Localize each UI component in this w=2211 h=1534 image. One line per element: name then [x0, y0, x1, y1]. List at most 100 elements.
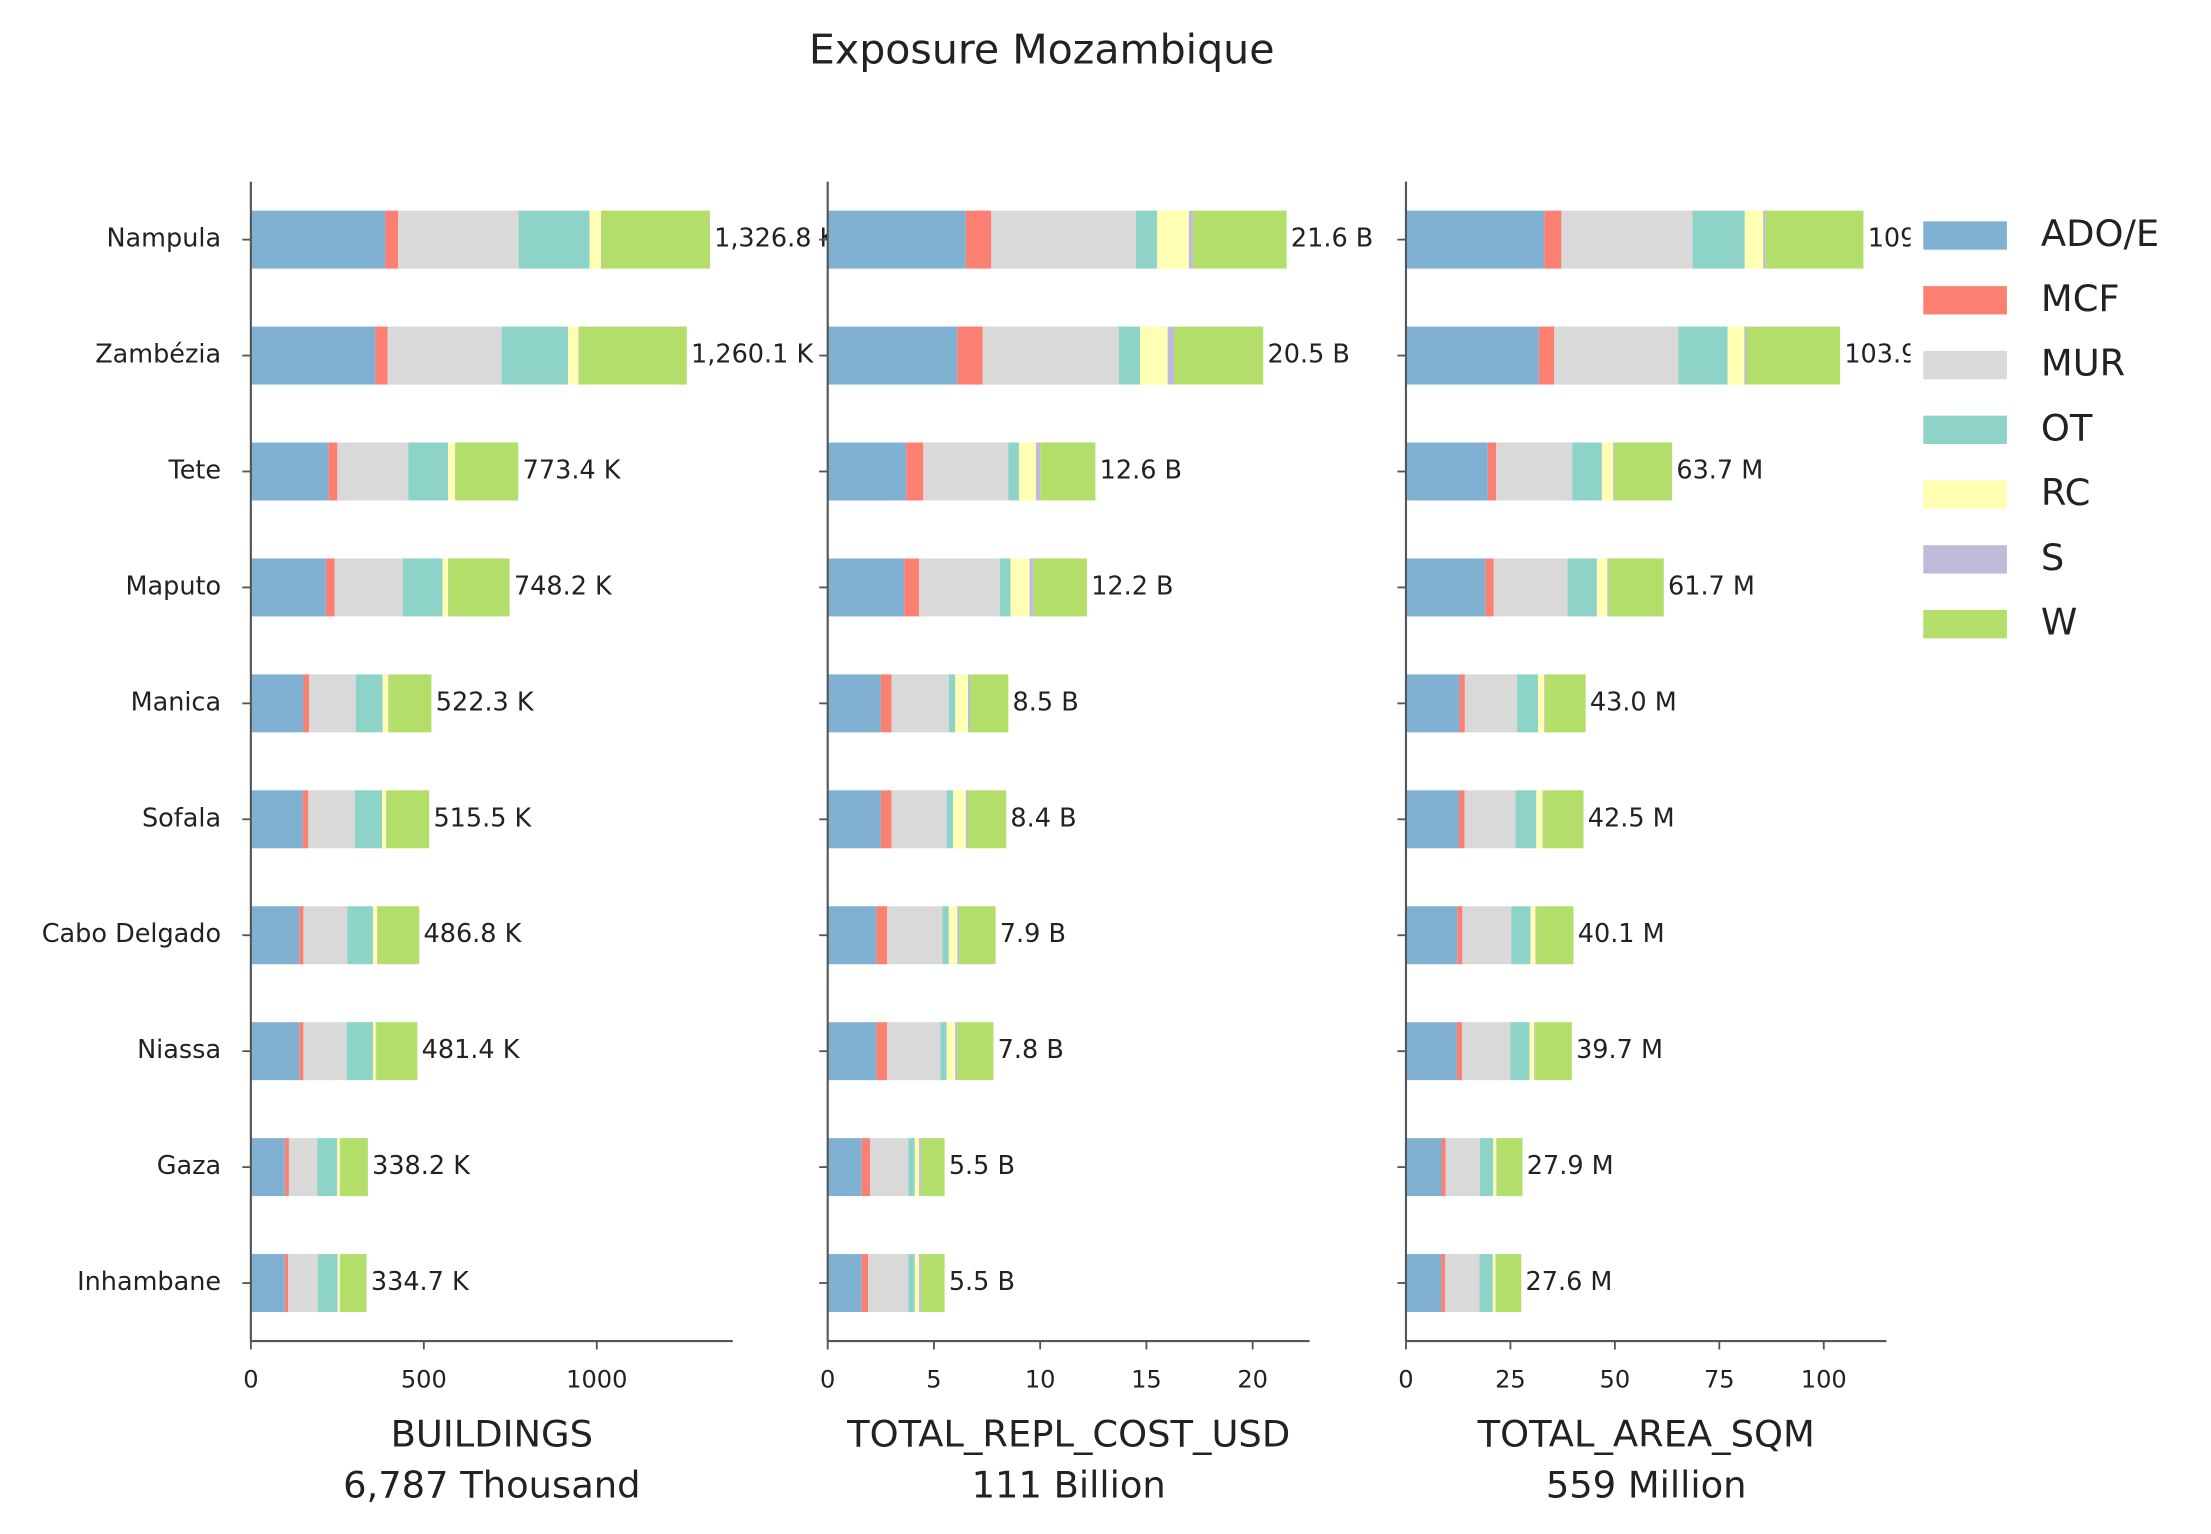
bar-segment: [501, 326, 569, 385]
bar-segment: [1493, 1138, 1497, 1197]
bar-segment: [1405, 558, 1486, 617]
total-label: 8.4 B: [1010, 803, 1076, 833]
bar-segment: [1140, 326, 1168, 385]
bar-segment: [1018, 442, 1036, 501]
bar-segment: [1445, 1138, 1480, 1197]
bar-segment: [1607, 558, 1609, 617]
bar-segment: [1118, 326, 1141, 385]
bar-segment: [1405, 674, 1460, 733]
bar-segment: [1405, 442, 1488, 501]
bar-segment: [827, 558, 905, 617]
bar-segment: [308, 674, 356, 733]
legend-label: RC: [2041, 471, 2091, 514]
bar-segment: [1445, 1254, 1480, 1313]
bar-segment: [1534, 1022, 1536, 1081]
bar-segment: [337, 442, 409, 501]
x-tick-label: 1000: [566, 1366, 627, 1394]
bar-segment: [914, 1138, 920, 1197]
bar-segment: [1678, 326, 1728, 385]
bar-segment: [317, 1254, 338, 1313]
bar-segment: [372, 1022, 376, 1081]
total-label: 5.5 B: [949, 1151, 1015, 1181]
bar-segment: [861, 1254, 869, 1313]
bar-segment: [355, 674, 383, 733]
bar-segment: [1479, 1254, 1493, 1313]
legend-swatch: [1923, 415, 2007, 444]
bar-segment: [919, 1138, 922, 1197]
bar-segment: [402, 558, 443, 617]
bar-segment: [982, 326, 1119, 385]
bar-segment: [919, 1254, 922, 1313]
bar-segment: [955, 674, 968, 733]
bar-segment: [1543, 790, 1584, 849]
bar-segment: [1496, 442, 1573, 501]
total-label: 7.9 B: [1000, 919, 1066, 949]
bar-segment: [1193, 210, 1287, 269]
legend-swatch: [1923, 545, 2007, 574]
legend-swatch: [1923, 480, 2007, 509]
bar-segment: [1464, 790, 1516, 849]
x-tick-label: 500: [401, 1366, 447, 1394]
bar-segment: [455, 442, 519, 501]
x-axis-label: TOTAL_REPL_COST_USD: [846, 1412, 1290, 1455]
total-label: 773.4 K: [523, 455, 622, 485]
bar-segment: [1608, 558, 1664, 617]
bar-segment: [448, 558, 510, 617]
bar-segment: [325, 558, 335, 617]
bar-segment: [861, 1138, 871, 1197]
bar-segment: [302, 790, 309, 849]
bar-segment: [372, 906, 378, 965]
y-tick-label: Maputo: [126, 571, 222, 601]
total-label: 8.5 B: [1013, 687, 1079, 717]
bar-segment: [1457, 906, 1463, 965]
legend-label: MUR: [2041, 342, 2125, 385]
total-label: 486.8 K: [424, 919, 523, 949]
chart-title: Exposure Mozambique: [809, 26, 1275, 74]
bar-segment: [953, 790, 966, 849]
bar-segment: [1545, 674, 1586, 733]
bar-segment: [1517, 674, 1538, 733]
y-tick-label: Zambézia: [95, 340, 221, 370]
bar-segment: [942, 906, 949, 965]
bar-segment: [1493, 558, 1568, 617]
bar-segment: [600, 210, 602, 269]
bar-segment: [1405, 1138, 1442, 1197]
x-axis-label: TOTAL_AREA_SQM: [1477, 1412, 1815, 1455]
bar-segment: [250, 906, 300, 965]
x-tick-label: 0: [243, 1366, 258, 1394]
bar-segment: [827, 790, 881, 849]
bar-segment: [375, 326, 388, 385]
bar-segment: [876, 1022, 888, 1081]
y-tick-label: Inhambane: [77, 1267, 221, 1297]
bar-segment: [904, 558, 920, 617]
bar-segment: [1535, 906, 1537, 965]
bar-segment: [442, 558, 449, 617]
bar-segment: [827, 442, 907, 501]
bar-segment: [284, 1138, 289, 1197]
bar-segment: [408, 442, 449, 501]
bar-segment: [1461, 1022, 1511, 1081]
bar-segment: [1459, 790, 1465, 849]
bar-segment: [1464, 674, 1518, 733]
bar-segment: [1572, 442, 1602, 501]
bar-segment: [299, 906, 304, 965]
bar-segment: [948, 906, 958, 965]
bar-segment: [827, 674, 881, 733]
bar-segment: [919, 558, 1000, 617]
y-tick-label: Tete: [167, 455, 221, 485]
bar-segment: [250, 326, 376, 385]
bar-segment: [250, 210, 386, 269]
bar-segment: [880, 674, 892, 733]
bar-segment: [946, 1022, 956, 1081]
bar-segment: [1744, 326, 1747, 385]
total-label: 748.2 K: [514, 571, 613, 601]
bar-segment: [908, 1138, 915, 1197]
bar-segment: [288, 1138, 318, 1197]
x-tick-label: 75: [1704, 1366, 1735, 1394]
legend-label: W: [2041, 601, 2077, 644]
total-label: 5.5 B: [949, 1267, 1015, 1297]
total-label: 21.6 B: [1291, 224, 1373, 254]
bar-segment: [284, 1254, 289, 1313]
total-label: 338.2 K: [372, 1151, 471, 1181]
